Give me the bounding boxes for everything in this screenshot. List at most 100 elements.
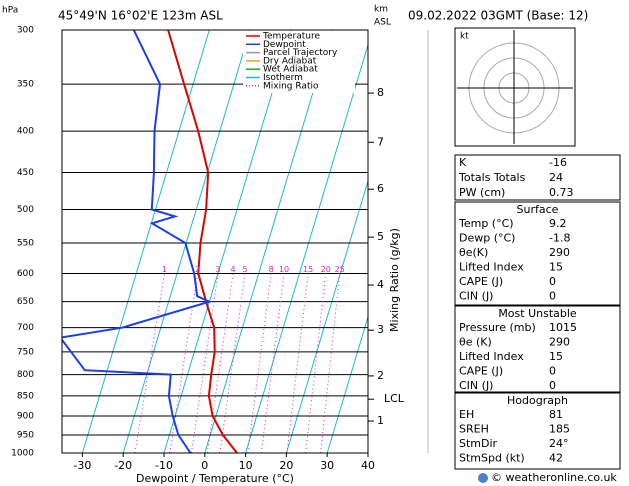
hodograph: kt	[454, 27, 576, 147]
row-value: 0	[549, 290, 556, 303]
row-value: 0	[549, 365, 556, 378]
index-value: 0.73	[549, 186, 574, 199]
index-value: -16	[549, 156, 567, 169]
index-name: PW (cm)	[459, 186, 505, 199]
y-tick-label: 1000	[11, 449, 34, 459]
height-tick-label: 6	[377, 182, 384, 195]
x-tick-label: 30	[320, 459, 334, 472]
section-title: Hodograph	[507, 394, 568, 407]
mixing-ratio-label: 25	[335, 265, 345, 274]
row-name: CAPE (J)	[459, 365, 503, 378]
height-tick-label: 2	[377, 369, 384, 382]
y-tick-label: 350	[17, 80, 34, 90]
row-name: θe (K)	[459, 336, 492, 349]
y-tick-label: 450	[17, 168, 34, 178]
y-tick-label: 500	[17, 205, 34, 215]
isotherm	[204, 30, 333, 453]
profile-line	[62, 30, 213, 453]
legend-box	[243, 31, 355, 93]
date: 09.02.2022 03GMT (Base: 12)	[408, 9, 588, 23]
row-name: CIN (J)	[459, 290, 493, 303]
x-tick-label: 0	[201, 459, 208, 472]
legend-label: Temperature	[262, 32, 320, 42]
row-name: Dewp (°C)	[459, 232, 515, 245]
index-name: Totals Totals	[458, 171, 526, 184]
lcl-label: LCL	[384, 392, 405, 405]
row-value: 15	[549, 261, 563, 274]
hodograph-box	[454, 392, 621, 470]
plot-frame	[61, 29, 369, 454]
height-tick-label: 7	[377, 135, 384, 148]
y-tick-label: 550	[17, 238, 34, 248]
isotherm	[326, 315, 368, 453]
most_unstable-box	[454, 305, 621, 393]
row-name: θe(K)	[459, 246, 488, 259]
y-axis-label: hPa	[2, 6, 18, 16]
x-axis-label: Dewpoint / Temperature (°C)	[136, 472, 294, 485]
row-value: -1.8	[549, 232, 570, 245]
legend-label: Isotherm	[263, 73, 303, 83]
indices-box	[454, 154, 621, 201]
mixing-ratio-label: 15	[303, 265, 313, 274]
row-name: CAPE (J)	[459, 275, 503, 288]
isotherm	[245, 43, 368, 453]
height-tick-label: 1	[377, 414, 384, 427]
index-value: 24	[549, 171, 563, 184]
tables: K -16 Totals Totals 24 PW (cm) 0.73 SurfaceTem…	[454, 154, 621, 470]
x-tick-label: 20	[279, 459, 293, 472]
hodograph-frame	[454, 27, 576, 147]
legend-label: Parcel Trajectory	[263, 48, 338, 58]
row-value: 290	[549, 336, 570, 349]
y-tick-label: 850	[17, 391, 34, 401]
y-tick-label: 600	[17, 269, 34, 279]
row-value: 0	[549, 275, 556, 288]
mixing-ratio-label: 8	[269, 265, 274, 274]
hodo-unit: kt	[460, 32, 469, 42]
section-title: Surface	[517, 203, 559, 216]
y-tick-label: 900	[17, 411, 34, 421]
y-tick-label: 650	[17, 297, 34, 307]
row-value: 1015	[549, 321, 577, 334]
x-tick-label: -30	[73, 459, 91, 472]
row-value: 42	[549, 452, 563, 465]
mixing-ratio-label: 3	[216, 265, 221, 274]
x-tick-label: -10	[155, 459, 173, 472]
footer: © weatheronline.co.uk	[491, 471, 617, 484]
mixing-ratio-label: 2	[195, 265, 200, 274]
y-tick-label: 400	[17, 127, 34, 137]
row-value: 9.2	[549, 217, 567, 230]
legend-label: Wet Adiabat	[263, 65, 318, 75]
row-name: StmDir	[459, 437, 498, 450]
x-tick-label: 40	[361, 459, 375, 472]
row-value: 24°	[549, 437, 569, 450]
height-tick-label: 5	[377, 230, 384, 243]
isotherm	[285, 179, 368, 453]
row-value: 0	[549, 379, 556, 392]
row-value: 290	[549, 246, 570, 259]
y-tick-label: 750	[17, 347, 34, 357]
mixing-ratio-label: 1	[162, 265, 167, 274]
plot-area	[62, 30, 368, 453]
legend-label: Mixing Ratio	[263, 81, 319, 91]
mixing-ratio-label: 5	[243, 265, 248, 274]
row-value: 15	[549, 350, 563, 363]
mixing-ratio-label: 20	[321, 265, 331, 274]
height-tick-label: 8	[377, 86, 384, 99]
y-tick-label: 300	[17, 26, 34, 36]
height-tick-label: 3	[377, 323, 384, 336]
row-name: Temp (°C)	[458, 217, 514, 230]
location: 45°49'N 16°02'E 123m ASL	[58, 9, 223, 23]
legend-label: Dewpoint	[263, 40, 306, 50]
y-tick-label: 700	[17, 323, 34, 333]
legend-label: Dry Adiabat	[263, 56, 317, 66]
height-tick-label: 4	[377, 278, 384, 291]
row-name: CIN (J)	[459, 379, 493, 392]
row-name: Lifted Index	[459, 261, 524, 274]
y-tick-label: 800	[17, 370, 34, 380]
index-name: K	[459, 156, 467, 169]
row-name: SREH	[459, 423, 489, 436]
row-name: EH	[459, 408, 474, 421]
x-tick-label: 10	[239, 459, 253, 472]
row-name: StmSpd (kt)	[459, 452, 525, 465]
